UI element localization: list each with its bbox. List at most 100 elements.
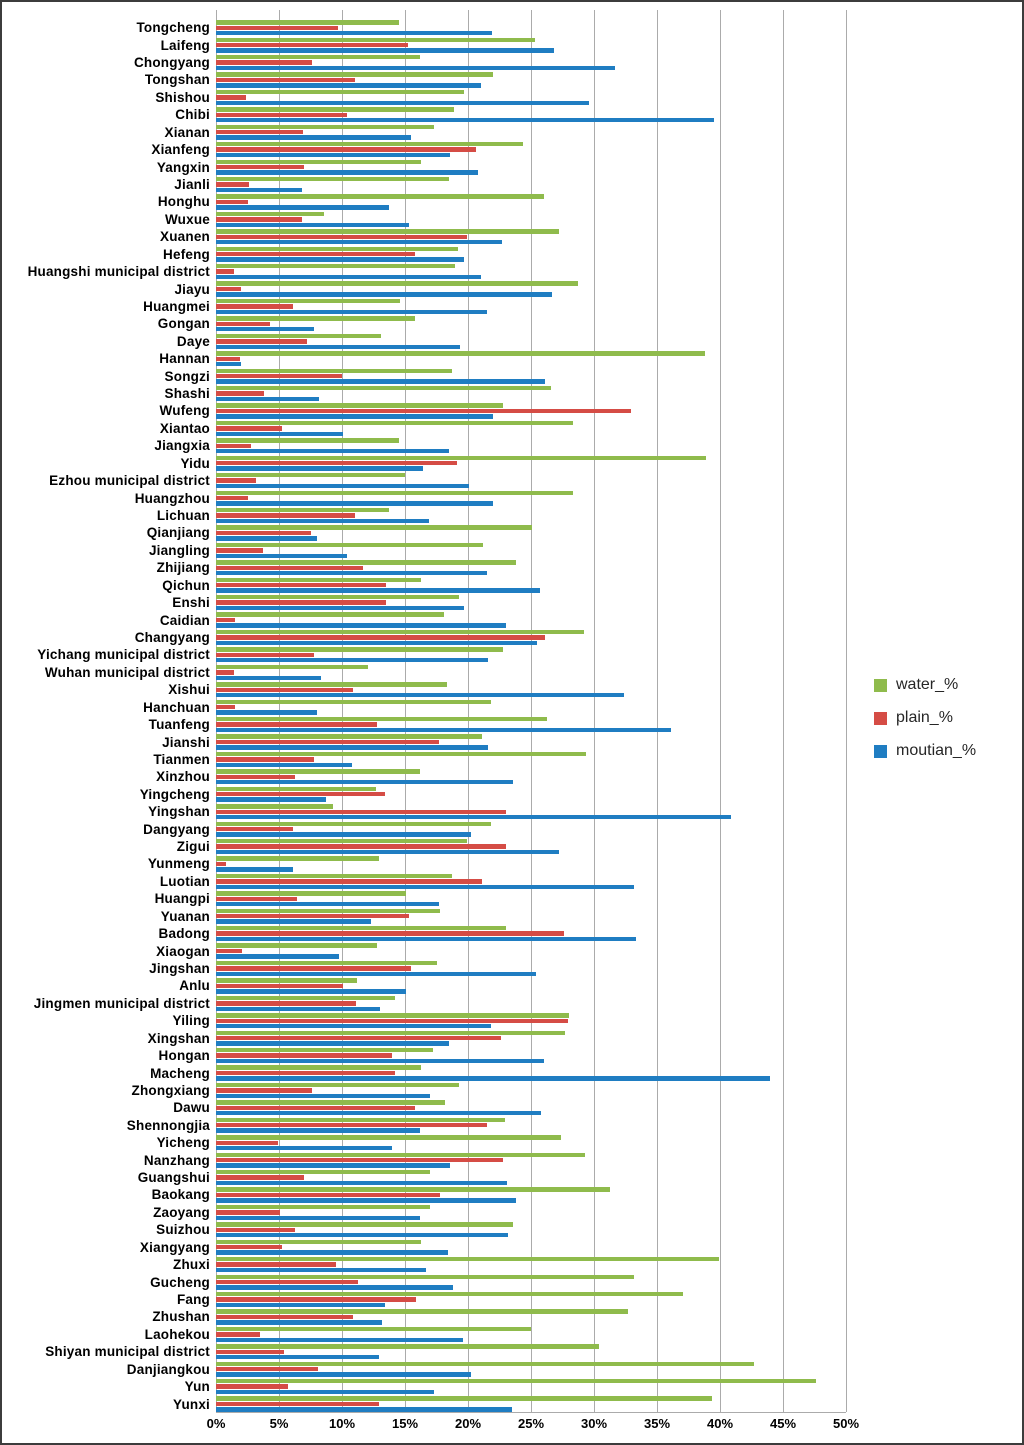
water-bar [216, 455, 707, 461]
plain-bar [216, 25, 339, 30]
bar-row [216, 1273, 846, 1290]
water-bar [216, 908, 441, 914]
water-bar [216, 1100, 446, 1105]
bar-row [216, 315, 846, 332]
moutian-bar [216, 414, 494, 419]
x-tick-label: 30% [580, 1416, 608, 1431]
bar-row [216, 768, 846, 785]
category-label: Zhongxiang [131, 1082, 210, 1098]
legend-label: moutian_% [896, 742, 977, 759]
plain-bar [216, 896, 297, 901]
category-label: Xuanen [160, 229, 210, 245]
water-bar [216, 647, 504, 652]
plain-bar [216, 1349, 285, 1354]
category-label: Wuhan municipal district [44, 664, 210, 680]
moutian-bar [216, 152, 451, 158]
moutian-bar [216, 222, 409, 227]
plain-bar [216, 112, 348, 118]
plain-bar [216, 408, 631, 414]
moutian-bar [216, 536, 317, 541]
x-tick-label: 25% [517, 1416, 545, 1431]
category-label: Yicheng [156, 1135, 210, 1151]
x-tick-label: 50% [832, 1416, 860, 1431]
bar-row [216, 211, 846, 228]
moutian-bar [216, 1145, 393, 1151]
bar-row [216, 1239, 846, 1256]
water-bar [216, 176, 450, 182]
plain-bar [216, 1279, 359, 1285]
water-bar [216, 473, 405, 478]
category-label: Hongan [158, 1048, 210, 1064]
water-bar [216, 124, 434, 130]
plain-bar [216, 565, 364, 570]
category-label: Suizhou [156, 1222, 210, 1238]
water-bar [216, 1379, 816, 1384]
category-label: Anlu [179, 978, 210, 994]
plain-bar [216, 704, 235, 710]
plain-bar [216, 42, 408, 48]
legend-swatch [874, 678, 887, 692]
water-bar [216, 542, 484, 548]
water-bar [216, 769, 421, 774]
moutian-bar [216, 710, 317, 715]
plain-bar [216, 269, 234, 274]
plain-bar [216, 1123, 487, 1128]
water-bar [216, 629, 584, 635]
water-bar [216, 1048, 433, 1053]
category-label: Daye [176, 333, 210, 349]
plain-bar [216, 1035, 501, 1041]
water-bar [216, 1169, 431, 1175]
bar-row [216, 1099, 846, 1116]
water-bar [216, 1187, 611, 1192]
moutian-bar [216, 1180, 508, 1186]
moutian-bar [216, 83, 481, 88]
water-bar [216, 786, 377, 792]
water-bar [216, 1013, 569, 1018]
water-bar [216, 333, 382, 339]
bars-region [216, 19, 846, 1413]
plain-bar [216, 670, 234, 675]
moutian-bar [216, 814, 732, 820]
moutian-bar [216, 205, 389, 210]
plain-bar [216, 461, 457, 466]
water-bar [216, 1222, 514, 1227]
water-bar [216, 211, 325, 217]
plain-bar [216, 147, 476, 152]
bar-row [216, 1117, 846, 1134]
category-label: Xiaogan [156, 943, 210, 959]
plain-bar [216, 356, 240, 361]
moutian-bar [216, 483, 470, 489]
bar-row [216, 820, 846, 837]
water-bar [216, 717, 548, 722]
bar-row [216, 890, 846, 907]
category-label: Yun [184, 1379, 210, 1395]
plain-bar [216, 1018, 568, 1023]
x-tick-label: 5% [269, 1416, 289, 1431]
category-label: Tongshan [144, 72, 210, 88]
plain-bar [216, 1245, 282, 1250]
water-bar [216, 960, 437, 966]
moutian-bar [216, 1023, 491, 1029]
plain-bar [216, 443, 252, 449]
x-tick-label: 10% [328, 1416, 356, 1431]
category-label: Jianli [174, 177, 210, 192]
bar-row [216, 1256, 846, 1273]
bar-row [216, 1012, 846, 1029]
plain-bar [216, 478, 257, 483]
water-bar [216, 856, 379, 861]
category-label: Huangmei [143, 298, 210, 314]
moutian-bar [216, 1354, 379, 1360]
water-bar [216, 873, 452, 879]
category-label: Laohekou [144, 1326, 210, 1342]
moutian-bar [216, 640, 538, 646]
moutian-bar [216, 1198, 516, 1203]
moutian-bar [216, 257, 465, 262]
bar-row [216, 158, 846, 175]
category-label: Fang [176, 1292, 210, 1307]
moutian-bar [216, 902, 440, 907]
moutian-bar [216, 118, 714, 123]
bar-row [216, 1029, 846, 1046]
moutian-bar [216, 187, 302, 193]
category-label: Huangshi municipal district [27, 264, 210, 280]
